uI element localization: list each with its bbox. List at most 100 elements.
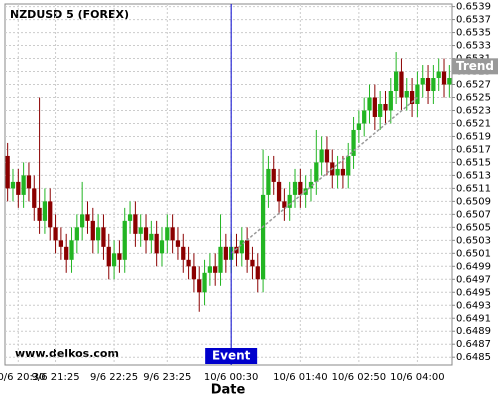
candle-body — [10, 181, 16, 189]
candle-body — [340, 168, 346, 176]
y-tick-label: 0.6485 — [456, 352, 491, 363]
event-label-box — [205, 348, 258, 364]
candle-body — [58, 240, 64, 247]
candle-body — [420, 78, 425, 85]
candle-body — [298, 181, 303, 195]
y-tick-label: 0.6517 — [456, 144, 491, 155]
candle-body — [90, 220, 95, 241]
candle-body — [149, 233, 154, 241]
x-tick-label: 10/6 01:40 — [273, 372, 327, 383]
candle-body — [154, 233, 159, 254]
candle-body — [16, 181, 21, 195]
candle-body — [85, 214, 90, 221]
y-tick-label: 0.6509 — [456, 196, 491, 207]
y-tick-label: 0.6487 — [456, 339, 491, 350]
candle-body — [101, 227, 106, 247]
candle-body — [64, 246, 69, 260]
candle-body — [351, 129, 356, 156]
watermark: www.delkos.com — [15, 347, 119, 360]
candle-body — [122, 220, 127, 260]
candle-body — [441, 71, 447, 85]
candle-body — [372, 97, 377, 117]
candle-body — [127, 214, 133, 221]
candle-body — [425, 78, 431, 92]
candle-body — [383, 103, 388, 111]
y-tick-label: 0.6489 — [456, 326, 491, 337]
candle-body — [223, 246, 228, 260]
candle-body — [37, 207, 42, 221]
x-tick-label: 10/6 00:30 — [204, 372, 258, 383]
candle-body — [287, 194, 292, 208]
y-tick-label: 0.6519 — [456, 131, 491, 142]
candle-body — [42, 201, 48, 221]
y-tick-label: 0.6521 — [456, 118, 491, 129]
candle-body — [356, 123, 362, 130]
y-tick-label: 0.6511 — [456, 183, 491, 194]
candle-body — [415, 84, 420, 104]
candle-body — [53, 227, 58, 241]
candle-body — [213, 266, 218, 273]
candle-body — [218, 246, 223, 273]
candle-body — [48, 201, 53, 228]
y-tick-label: 0.6513 — [456, 170, 491, 181]
candle-body — [271, 168, 276, 182]
y-tick-label: 0.6507 — [456, 209, 491, 220]
trend-label: Trend — [456, 59, 494, 73]
candle-body — [133, 214, 138, 234]
candle-body — [74, 227, 79, 241]
trend-label-box — [452, 58, 498, 75]
candle-body — [80, 214, 85, 228]
x-tick-label: 10/6 02:50 — [332, 372, 386, 383]
candle-body — [266, 168, 271, 195]
candle-body — [138, 227, 143, 234]
y-tick-label: 0.6503 — [456, 235, 491, 246]
y-tick-label: 0.6525 — [456, 92, 491, 103]
candle-body — [431, 78, 436, 92]
candle-body — [197, 279, 202, 293]
candle-body — [170, 227, 175, 241]
candle-body — [250, 259, 255, 267]
candle-body — [308, 181, 314, 189]
candle-body — [26, 175, 32, 189]
trend-line — [230, 96, 418, 254]
y-tick-label: 0.6501 — [456, 248, 491, 259]
candle-body — [143, 227, 149, 241]
candle-body — [69, 240, 74, 260]
candle-body — [260, 194, 266, 280]
y-tick-label: 0.6539 — [456, 2, 491, 13]
candle-body — [367, 97, 372, 111]
candle-body — [159, 240, 165, 254]
candle-body — [255, 266, 260, 280]
candle-body — [21, 175, 26, 195]
candle-body — [117, 253, 122, 260]
x-tick-label: 10/6 20:30 — [0, 372, 46, 383]
candle-body — [207, 266, 213, 273]
candle-body — [292, 181, 298, 195]
y-tick-label: 0.6505 — [456, 222, 491, 233]
y-tick-label: 0.6493 — [456, 300, 491, 311]
plot-frame — [4, 3, 453, 366]
candle-body — [314, 162, 319, 182]
candle-body — [388, 91, 393, 111]
x-tick-label: 9/6 23:25 — [143, 372, 191, 383]
candle-body — [276, 181, 282, 202]
candle-body — [282, 201, 287, 208]
candle-body — [335, 168, 340, 176]
candle-body — [409, 91, 415, 104]
candle-body — [106, 246, 111, 267]
y-tick-label: 0.6533 — [456, 41, 491, 52]
candle-body — [399, 71, 404, 98]
candle-body — [393, 71, 399, 92]
candle-body — [244, 240, 250, 260]
candle-body — [404, 91, 409, 98]
x-tick-label: 9/6 21:25 — [32, 372, 80, 383]
candle-body — [95, 227, 101, 241]
candle-body — [346, 155, 351, 176]
x-tick-label: 9/6 22:25 — [90, 372, 138, 383]
y-tick-label: 0.6535 — [456, 28, 491, 39]
y-tick-label: 0.6527 — [456, 80, 491, 91]
candle-body — [111, 253, 117, 267]
candle-body — [436, 71, 441, 79]
candle-body — [175, 240, 181, 247]
